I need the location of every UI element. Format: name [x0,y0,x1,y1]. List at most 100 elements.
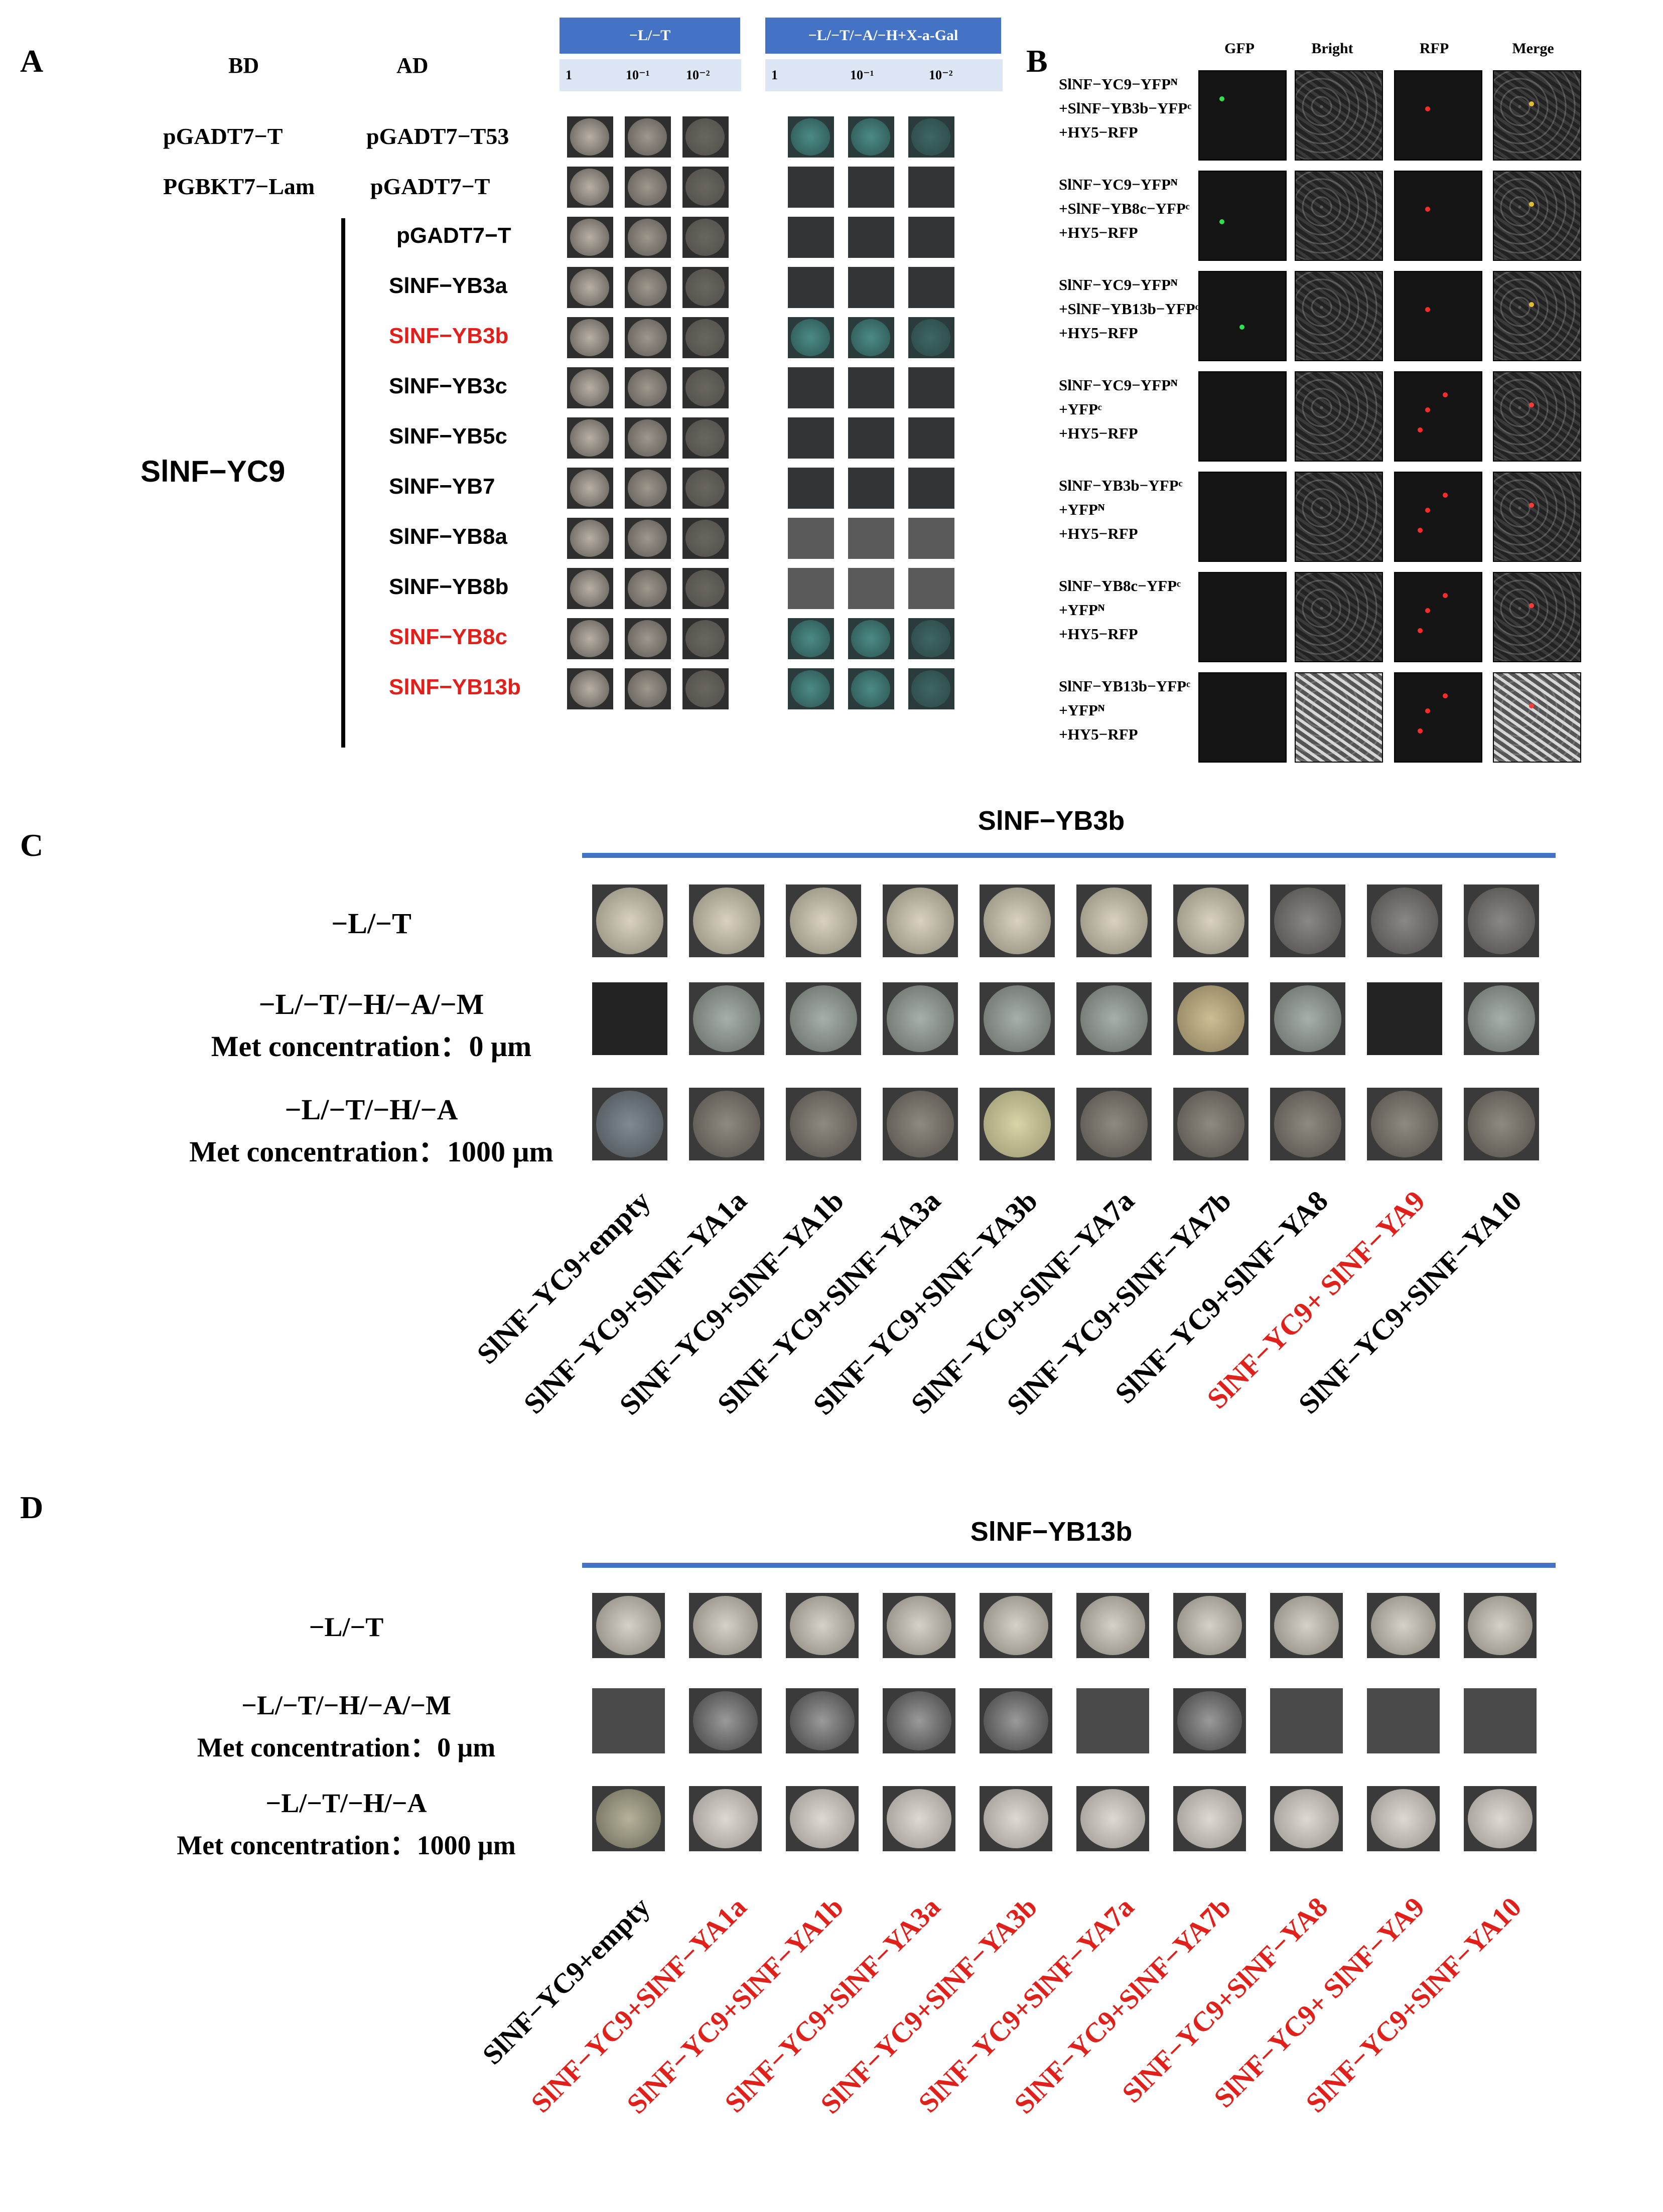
yeast-spot [883,1786,955,1851]
merge-signal [1529,603,1534,608]
cell-texture [1296,372,1382,461]
yeast-spot [682,417,729,459]
bifc-construct-label: SlNF−YC9−YFPᴺ [1059,75,1178,93]
colony [1468,1789,1533,1848]
panel-c-title-line [582,853,1556,858]
colony [628,219,667,256]
yeast-spot [1464,1786,1537,1851]
yeast-spot [1173,1087,1249,1160]
yeast-spot [625,668,671,709]
media-condition-label: −L/−T/−H/−A [265,1788,427,1818]
colony [570,269,609,306]
media-condition-label: −L/−T [331,907,411,940]
yeast-spot [883,884,958,957]
yeast-spot [1076,1786,1149,1851]
colony [790,887,857,954]
yeast-spot [1076,982,1152,1055]
yeast-spot [848,668,894,709]
control-ad-2: pGADT7−T [370,174,490,199]
yeast-spot [1464,884,1539,957]
colony [693,1789,758,1848]
merge-signal [1529,302,1534,307]
bd-header: BD [228,53,259,78]
yeast-spot [786,1593,859,1658]
bifc-construct-label: +YFPᶜ [1059,400,1102,418]
colony [790,1090,857,1157]
cell-texture [1296,473,1382,561]
yeast-spot [689,1593,762,1658]
colony [1080,1090,1148,1157]
yeast-spot [1464,1087,1539,1160]
yeast-spot [682,468,729,509]
panel-b-letter: B [1026,43,1048,79]
yeast-spot [848,116,894,158]
colony [790,1596,855,1655]
yeast-spot [1173,982,1249,1055]
yeast-spot [625,568,671,609]
yeast-spot [682,267,729,308]
yeast-spot [788,217,834,258]
cell-texture [1296,71,1382,160]
rfp-signal [1425,106,1430,111]
colony [685,269,725,306]
met-concentration-label: Met concentration：0 μm [211,1030,532,1063]
bifc-construct-label: SlNF−YC9−YFPᴺ [1059,176,1178,193]
cell-texture [1296,573,1382,661]
yeast-spot [1367,884,1442,957]
yeast-spot [567,317,613,358]
colony [628,670,667,707]
confocal-image [1198,271,1287,361]
colony [1468,1090,1535,1157]
yeast-spot [682,167,729,208]
yeast-spot [1076,1087,1152,1160]
colony [628,419,667,457]
panel-b-col-header: Bright [1311,40,1353,57]
media-condition-label: −L/−T [309,1612,384,1642]
colony [685,219,725,256]
colony [1371,1596,1436,1655]
confocal-image [1493,472,1581,562]
panel-d-title: SlNF−YB13b [970,1517,1133,1547]
yeast-spot [567,568,613,609]
yeast-spot [625,217,671,258]
yeast-spot [786,1087,861,1160]
confocal-image [1295,472,1383,562]
yeast-spot [848,618,894,659]
confocal-image [1198,371,1287,462]
colony [1177,985,1244,1052]
yeast-spot [689,1087,764,1160]
colony [628,620,667,657]
yeast-spot [848,367,894,408]
colony-blue [911,670,950,707]
colony [693,1596,758,1655]
merge-signal [1529,402,1534,407]
colony [628,269,667,306]
colony [887,1596,951,1655]
panel-b-col-header: Merge [1512,40,1554,57]
colony [1468,887,1535,954]
yeast-spot [788,167,834,208]
yeast-spot [1367,1688,1440,1753]
bifc-construct-label: +YFPᴺ [1059,701,1105,719]
colony [628,319,667,356]
yeast-spot [1464,1593,1537,1658]
panel-c-title: SlNF−YB3b [978,806,1125,836]
yeast-spot [848,217,894,258]
yeast-spot [788,568,834,609]
confocal-image [1493,70,1581,161]
yeast-spot [908,518,954,559]
combination-label: SlNF−YC9+empty [476,1891,656,2071]
colony-blue [911,118,950,156]
yeast-spot [592,1087,667,1160]
yeast-spot [1270,884,1345,957]
bifc-construct-label: +HY5−RFP [1059,424,1138,442]
confocal-image [1198,572,1287,662]
yeast-spot [848,468,894,509]
bifc-construct-label: +SlNF−YB3b−YFPᶜ [1059,99,1192,117]
gfp-signal [1239,325,1244,330]
colony [1177,1596,1242,1655]
prey-label: SlNF−YB5c [389,424,507,449]
colony [570,419,609,457]
colony [570,670,609,707]
colony [1274,887,1341,954]
